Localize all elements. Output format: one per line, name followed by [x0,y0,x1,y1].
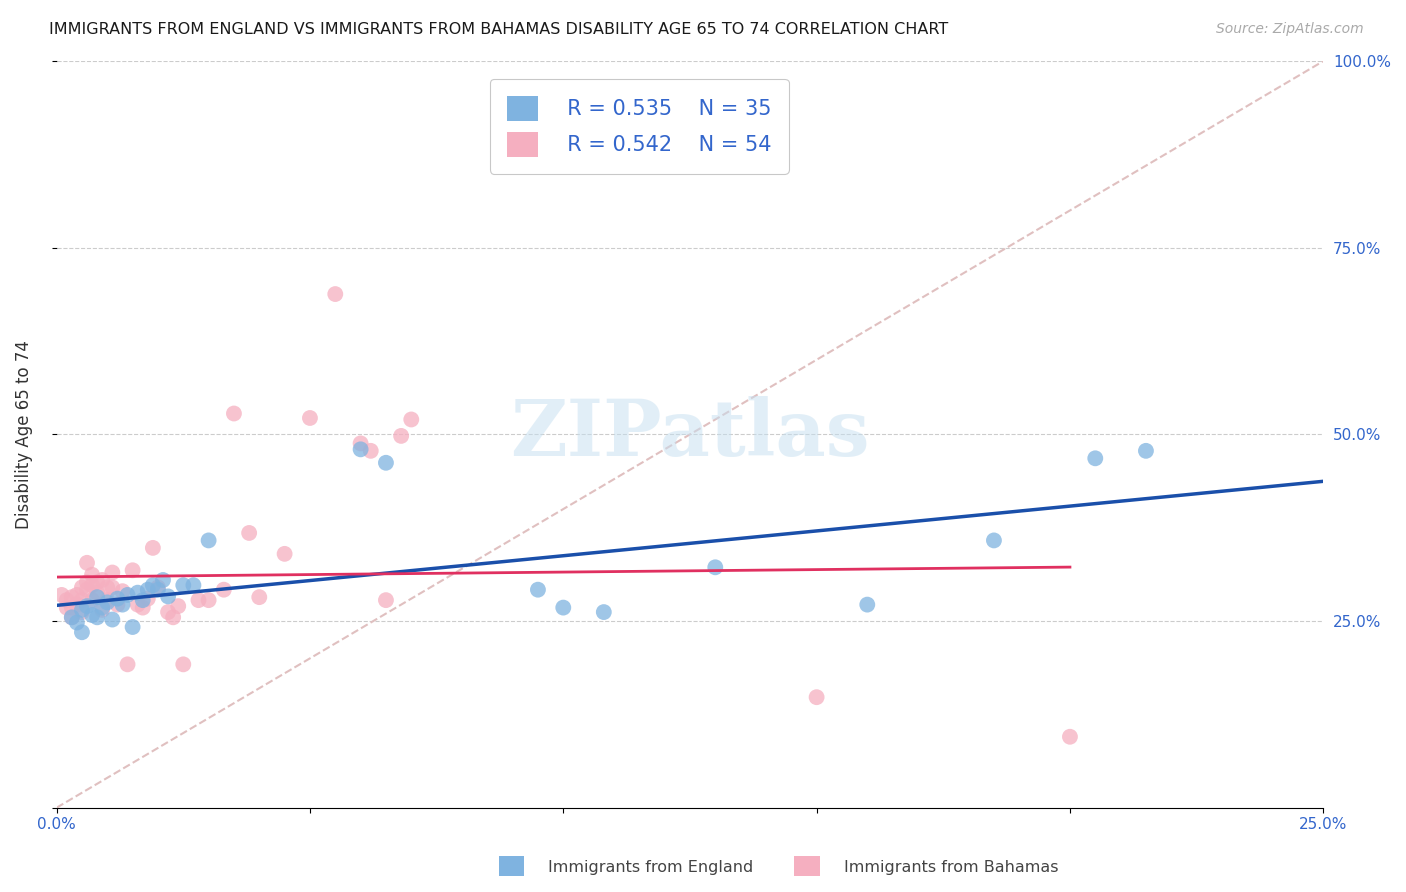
Point [66,598,89,612]
Point [96,593,118,607]
Point [172,578,194,592]
Point [592,605,614,619]
Point [101,566,124,580]
Point [86,610,108,624]
Point [70,581,93,595]
Point [238,525,260,540]
Point [60,590,83,604]
Legend:   R = 0.535    N = 35,   R = 0.542    N = 54: R = 0.535 N = 35, R = 0.542 N = 54 [489,79,789,174]
Point [806,690,828,705]
Point [360,443,382,458]
Point [389,429,412,443]
Point [86,585,108,599]
Point [107,598,129,612]
Point [856,598,879,612]
Text: Immigrants from England: Immigrants from England [548,860,754,874]
Point [80,578,103,592]
Point [132,600,155,615]
Point [197,533,219,548]
Point [117,657,139,672]
Point [70,605,93,619]
Point [91,573,114,587]
Point [80,608,103,623]
Point [374,593,396,607]
Point [96,595,118,609]
Point [55,600,77,615]
Point [76,575,98,590]
Point [1135,443,1157,458]
Point [323,287,346,301]
Point [107,591,129,606]
Point [127,598,149,612]
Point [60,610,83,624]
Point [197,593,219,607]
Point [273,547,295,561]
Point [111,584,134,599]
Point [222,407,245,421]
Point [91,600,114,615]
Point [117,588,139,602]
Point [349,442,371,457]
Point [96,581,118,595]
Point [247,590,270,604]
Point [157,605,180,619]
Point [127,585,149,599]
Point [86,590,108,604]
Point [80,567,103,582]
Point [101,581,124,595]
Point [553,600,575,615]
Point [349,436,371,450]
Text: IMMIGRANTS FROM ENGLAND VS IMMIGRANTS FROM BAHAMAS DISABILITY AGE 65 TO 74 CORRE: IMMIGRANTS FROM ENGLAND VS IMMIGRANTS FR… [49,22,949,37]
Point [86,575,108,590]
Point [121,563,143,577]
Point [101,613,124,627]
Point [162,610,184,624]
Point [91,603,114,617]
Point [152,573,174,587]
Point [374,456,396,470]
Point [1059,730,1081,744]
Point [76,582,98,597]
Point [212,582,235,597]
Point [983,533,1005,548]
Point [146,582,169,597]
Point [80,593,103,607]
Point [157,590,180,604]
Point [704,560,727,574]
Point [121,620,143,634]
Point [136,591,159,606]
Point [55,593,77,607]
Point [142,578,165,592]
Point [66,615,89,630]
Point [70,593,93,607]
Point [1084,451,1107,466]
Point [70,603,93,617]
Point [51,588,73,602]
Point [527,582,550,597]
Point [401,412,423,426]
Point [60,600,83,615]
Text: ZIPatlas: ZIPatlas [510,396,870,473]
Y-axis label: Disability Age 65 to 74: Disability Age 65 to 74 [15,340,32,529]
Point [146,581,169,595]
Point [70,625,93,640]
Text: Source: ZipAtlas.com: Source: ZipAtlas.com [1216,22,1364,37]
Point [298,411,321,425]
Point [187,593,209,607]
Point [60,610,83,624]
Point [142,541,165,555]
Point [76,599,98,613]
Point [66,588,89,602]
Point [132,593,155,607]
Point [183,578,205,592]
Point [76,556,98,570]
Text: Immigrants from Bahamas: Immigrants from Bahamas [844,860,1059,874]
Point [111,598,134,612]
Point [136,582,159,597]
Point [172,657,194,672]
Point [167,599,190,613]
